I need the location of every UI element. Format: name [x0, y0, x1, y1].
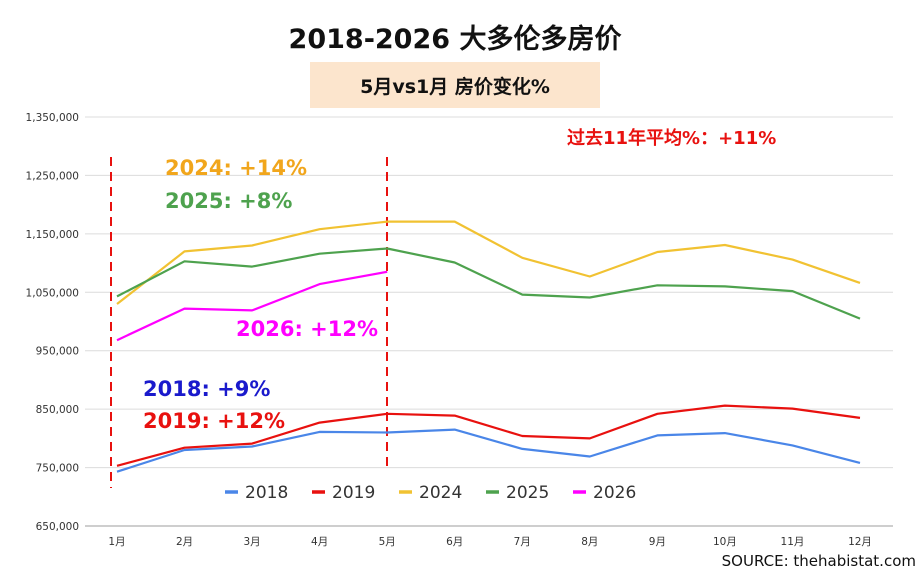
series-lines: [116, 220, 861, 473]
legend-label-2026: 2026: [593, 483, 636, 503]
x-tick-label: 1月: [108, 536, 125, 548]
annotation-average: 过去11年平均%：+11%: [567, 127, 776, 149]
y-axis-ticks: 650,000 750,000 850,000 950,000 1,050,000 1,1…: [26, 112, 79, 533]
legend-label-2018: 2018: [245, 483, 288, 503]
gridlines: [85, 116, 893, 527]
x-tick-label: 12月: [848, 536, 872, 548]
x-tick-label: 2月: [176, 536, 193, 548]
x-tick-label: 10月: [713, 536, 737, 548]
source-credit: SOURCE: thehabistat.com: [722, 552, 916, 569]
legend: 2018 2019 2024 2025 2026: [225, 483, 636, 503]
series-line-2018: [116, 428, 861, 473]
chart-title: 2018-2026 大多伦多房价: [289, 23, 623, 55]
series-line-2026: [116, 270, 388, 342]
subtitle-box: [310, 62, 600, 108]
x-tick-label: 4月: [311, 536, 328, 548]
legend-label-2019: 2019: [332, 483, 375, 503]
x-axis-ticks: 1月 2月 3月 4月 5月 6月 7月 8月 9月 10月 11月 12月: [108, 536, 872, 548]
chart-subtitle: 5月vs1月 房价变化%: [360, 75, 550, 98]
legend-label-2025: 2025: [506, 483, 549, 503]
x-tick-label: 3月: [243, 536, 260, 548]
y-tick-label: 750,000: [36, 463, 79, 475]
y-tick-label: 950,000: [36, 346, 79, 358]
annotation-2026: 2026: +12%: [236, 317, 378, 341]
y-tick-label: 850,000: [36, 404, 79, 416]
annotation-2018: 2018: +9%: [143, 377, 270, 401]
x-tick-label: 11月: [781, 536, 805, 548]
annotation-2025: 2025: +8%: [165, 189, 292, 213]
y-tick-label: 1,050,000: [26, 287, 79, 299]
annotation-2019: 2019: +12%: [143, 409, 285, 433]
x-tick-label: 5月: [379, 536, 396, 548]
annotation-2024: 2024: +14%: [165, 156, 307, 180]
series-line-2024: [116, 220, 861, 305]
x-tick-label: 6月: [446, 536, 463, 548]
series-line-2019: [116, 404, 861, 467]
y-tick-label: 1,150,000: [26, 229, 79, 241]
x-tick-label: 9月: [649, 536, 666, 548]
y-tick-label: 1,350,000: [26, 112, 79, 124]
legend-label-2024: 2024: [419, 483, 462, 503]
x-tick-label: 8月: [581, 536, 598, 548]
y-tick-label: 1,250,000: [26, 170, 79, 182]
series-line-2025: [116, 247, 861, 320]
y-tick-label: 650,000: [36, 521, 79, 533]
x-tick-label: 7月: [514, 536, 531, 548]
